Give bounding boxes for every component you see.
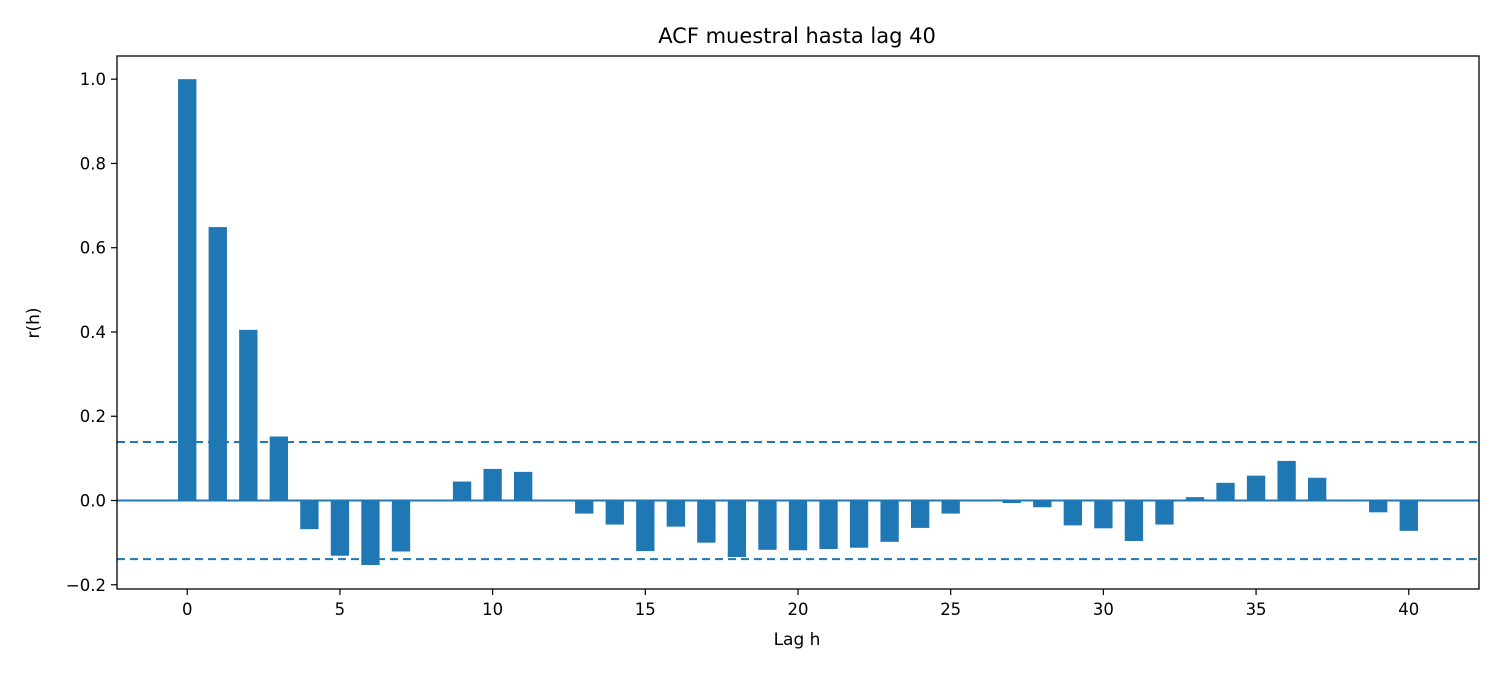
acf-bar-lag-36 [1277,460,1296,501]
chart-title: ACF muestral hasta lag 40 [658,24,936,48]
acf-bar-lag-17 [697,500,716,543]
acf-bar-lag-22 [849,500,869,548]
acf-bar-lag-15 [636,500,655,552]
acf-bar-lag-10 [483,468,502,501]
acf-bar-lag-13 [575,500,594,514]
acf-bar-lag-40 [1399,500,1418,531]
acf-bar-lag-1 [208,227,227,501]
acf-bar-lag-31 [1124,500,1144,541]
acf-bar-lag-23 [880,500,899,542]
acf-bar-lag-27 [1002,500,1021,504]
acf-bar-lag-6 [361,500,380,565]
y-axis-label: r(h) [24,307,44,338]
x-axis-label: Lag h [774,630,821,650]
x-tick-label: 0 [182,600,193,619]
x-tick-label: 35 [1246,600,1267,619]
y-tick-label: 0.2 [80,407,106,426]
acf-bar-lag-9 [452,481,472,501]
acf-bar-lag-18 [727,500,747,557]
acf-bar-lag-30 [1094,500,1113,529]
y-tick-label: 0.4 [80,323,106,342]
x-tick-label: 40 [1398,600,1419,619]
acf-bar-lag-19 [758,500,777,550]
acf-bar-lag-29 [1063,500,1082,526]
acf-bar-lag-2 [239,329,258,501]
acf-bar-lag-4 [300,500,319,530]
acf-bar-lag-28 [1033,500,1052,508]
x-tick-label: 20 [788,600,809,619]
acf-bar-lag-11 [514,471,533,501]
acf-bar-lag-37 [1307,477,1327,501]
acf-bar-lag-7 [391,500,411,552]
acf-bar-lag-3 [269,436,289,501]
acf-bar-lag-0 [178,79,197,501]
acf-bar-lag-39 [1369,500,1388,513]
y-tick-label: 0.0 [80,492,106,511]
acf-bar-lag-20 [788,500,808,551]
acf-bar-lag-33 [1185,497,1205,501]
plot-area: 0 5 10 15 20 25 30 35 40 −0.2 0.0 0.2 0.4 0.6 0.8 1.0 [66,55,1480,619]
y-tick-label: −0.2 [66,576,106,595]
acf-bar-lag-5 [330,500,350,556]
x-tick-label: 15 [635,600,656,619]
acf-bar-lag-21 [819,500,838,549]
y-tick-label: 0.8 [80,154,106,173]
x-tick-label: 5 [335,600,346,619]
acf-bar-lag-16 [666,500,686,527]
acf-bar-lag-34 [1216,482,1235,501]
acf-bar-lag-14 [605,500,624,525]
acf-bar-lag-35 [1246,475,1266,501]
acf-bar-lag-24 [910,500,930,528]
y-tick-label: 1.0 [80,70,106,89]
x-tick-label: 25 [940,600,961,619]
acf-bar-lag-32 [1155,500,1174,525]
x-tick-label: 10 [482,600,503,619]
y-tick-label: 0.6 [80,239,106,258]
x-tick-label: 30 [1093,600,1114,619]
acf-bar-lag-25 [941,500,960,514]
